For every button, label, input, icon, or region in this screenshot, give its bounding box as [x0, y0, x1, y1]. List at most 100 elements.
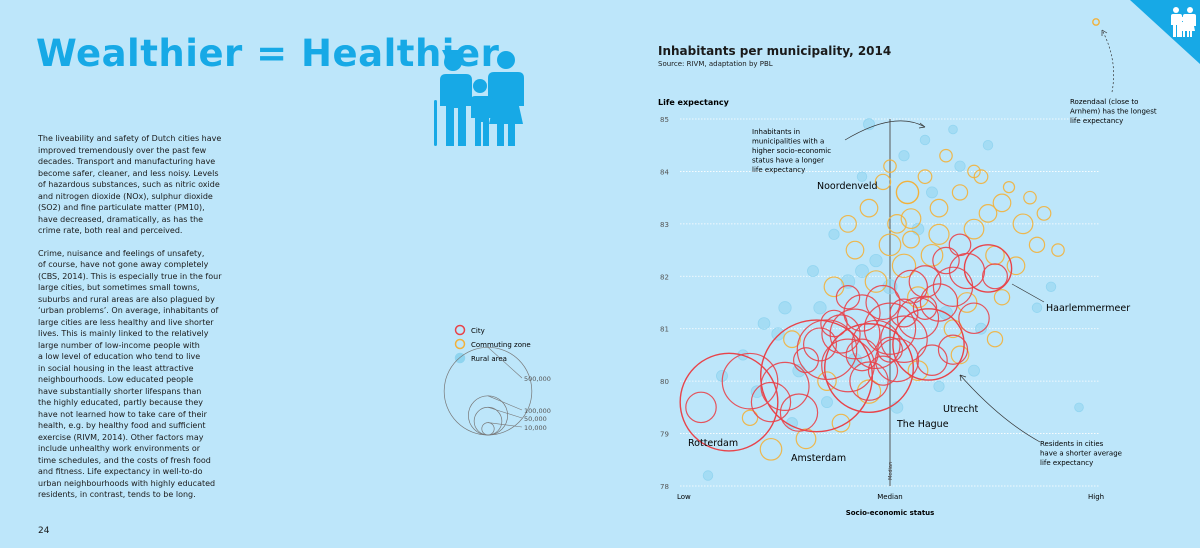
data-point: [864, 270, 888, 293]
data-point: [893, 269, 929, 304]
point-label: Amsterdam: [791, 453, 846, 464]
annotation-arrow: [844, 120, 926, 141]
data-point: [1036, 205, 1052, 221]
data-point: [880, 315, 928, 363]
annotation-arrowhead: [1101, 29, 1108, 36]
data-point: [855, 264, 869, 278]
data-point: [878, 233, 902, 257]
page-number: 24: [38, 526, 50, 536]
chart-source: Source: RIVM, adaptation by PBL: [658, 60, 773, 68]
x-tick-label: Low: [677, 493, 691, 501]
size-legend-label: 10,000: [524, 424, 547, 432]
data-point: [898, 150, 910, 162]
data-point: [865, 284, 901, 321]
data-point: [963, 218, 985, 240]
data-point: [908, 265, 942, 298]
data-point: [968, 364, 980, 377]
data-point: [831, 413, 851, 433]
data-point: [919, 283, 959, 322]
data-point: [951, 184, 969, 201]
y-tick-label: 80: [660, 378, 669, 386]
data-point: [1045, 281, 1057, 292]
family-corner-icon: [1171, 7, 1196, 37]
data-point: [779, 393, 819, 432]
data-point: [702, 470, 714, 481]
city-series: [679, 233, 1013, 452]
legend-marker: [454, 324, 466, 336]
data-point: [821, 314, 861, 354]
body-text: The liveability and safety of Dutch citi…: [38, 133, 238, 512]
size-legend-label: 500,000: [524, 375, 551, 383]
x-tick-label: High: [1088, 493, 1104, 501]
legend-marker: [454, 338, 466, 350]
data-point-rotterdam: [679, 352, 779, 452]
data-point: [943, 319, 963, 339]
median-line-label: Median: [888, 462, 894, 480]
data-point: [807, 265, 819, 277]
data-point: [771, 327, 785, 341]
data-point: [1028, 236, 1046, 254]
point-label: Rotterdam: [688, 438, 738, 449]
data-point: [958, 302, 990, 335]
data-point: [813, 301, 827, 315]
data-point: [954, 160, 966, 172]
data-point: [759, 437, 783, 461]
annotation-arrowhead: [959, 374, 967, 382]
chart-title: Inhabitants per municipality, 2014: [658, 44, 892, 58]
data-point: [981, 263, 1008, 290]
legend: City Commuting zone Rural area 500,000 100,0…: [443, 324, 551, 436]
data-point: [741, 409, 759, 427]
data-point: [883, 159, 897, 173]
data-point: [835, 285, 861, 310]
data-point: [973, 169, 989, 185]
data-point: [967, 164, 981, 179]
data-point: [823, 276, 845, 298]
data-point: [792, 347, 819, 374]
data-point: [1012, 213, 1034, 235]
paragraph: The liveability and safety of Dutch citi…: [38, 134, 222, 235]
x-axis-label: Socio-economic status: [846, 509, 935, 517]
data-point: [928, 223, 950, 245]
chart-labels: Life expectancy 78 79 80 81 82 83 84 85 Low Median…: [658, 29, 1157, 517]
point-label: Noordenveld: [817, 181, 878, 192]
data-point: [890, 401, 904, 414]
data-point: [1023, 190, 1037, 205]
data-point: [919, 134, 931, 146]
data-point: [896, 297, 940, 340]
corner-tab: [1130, 0, 1200, 64]
data-point: [859, 198, 879, 218]
data-point: [986, 331, 1004, 348]
size-legend-label: 50,000: [524, 415, 547, 423]
data-point: [796, 319, 858, 381]
data-point: [849, 361, 889, 401]
data-point: [840, 274, 856, 289]
rural-series: [702, 118, 1084, 481]
data-point: [685, 391, 717, 424]
data-point: [917, 169, 933, 185]
data-point-rozendaal: [1092, 18, 1100, 26]
data-point: [950, 345, 970, 365]
data-point: [933, 380, 945, 392]
data-point: [1031, 302, 1043, 313]
y-tick-label: 82: [660, 273, 669, 281]
data-point: [1006, 256, 1026, 276]
data-point: [828, 228, 840, 240]
data-point: [843, 294, 881, 332]
data-point-the-hague: [824, 323, 914, 414]
size-legend-line: [487, 406, 523, 419]
data-point: [993, 289, 1011, 306]
data-point: [1051, 243, 1065, 257]
data-point: [916, 344, 948, 376]
data-point: [929, 198, 949, 218]
size-legend-line: [487, 347, 523, 379]
data-point: [932, 246, 960, 275]
y-tick-label: 81: [660, 326, 669, 334]
size-legend-label: 100,000: [524, 407, 551, 415]
data-point: [869, 253, 883, 268]
annotation-arrow: [959, 374, 1041, 443]
data-point: [891, 253, 917, 278]
annotation-shorter: Residents in cities have a shorter averag…: [1040, 440, 1122, 467]
data-point: [856, 379, 882, 404]
leader-line: [1011, 283, 1045, 303]
